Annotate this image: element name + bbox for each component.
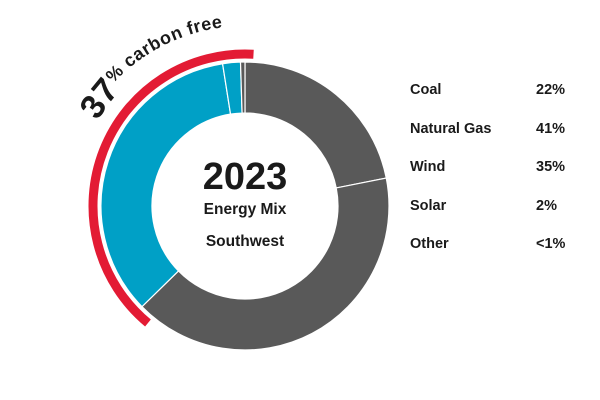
slice-wind xyxy=(100,63,232,308)
legend-item-solar: Solar 2% xyxy=(410,196,580,235)
legend-item-wind: Wind 35% xyxy=(410,157,580,196)
legend-value: 22% xyxy=(536,82,566,98)
slice-natural-gas xyxy=(141,177,390,351)
legend-item-other: Other <1% xyxy=(410,234,580,273)
legend-label: Solar xyxy=(410,197,447,214)
legend-label: Coal xyxy=(410,82,442,98)
legend-label: Wind xyxy=(410,159,446,175)
donut-slices xyxy=(100,61,390,351)
legend-value: <1% xyxy=(536,236,566,252)
legend-value: 41% xyxy=(536,120,566,137)
chart-subtitle-energy-mix: Energy Mix xyxy=(203,201,287,218)
legend-label: Other xyxy=(410,236,449,252)
slice-other xyxy=(239,61,246,114)
legend-item-coal: Coal 22% xyxy=(410,80,580,119)
legend-item-natural-gas: Natural Gas 41% xyxy=(410,119,580,158)
legend-label: Natural Gas xyxy=(410,120,492,137)
legend-value: 35% xyxy=(536,159,566,175)
legend: Coal 22% Natural Gas 41% Wind 35% Solar … xyxy=(410,80,580,273)
chart-title-year: 2023 xyxy=(202,156,288,198)
carbon-free-highlight-arc xyxy=(88,49,254,327)
legend-value: 2% xyxy=(536,197,557,214)
chart-subtitle-region: Southwest xyxy=(205,233,285,250)
